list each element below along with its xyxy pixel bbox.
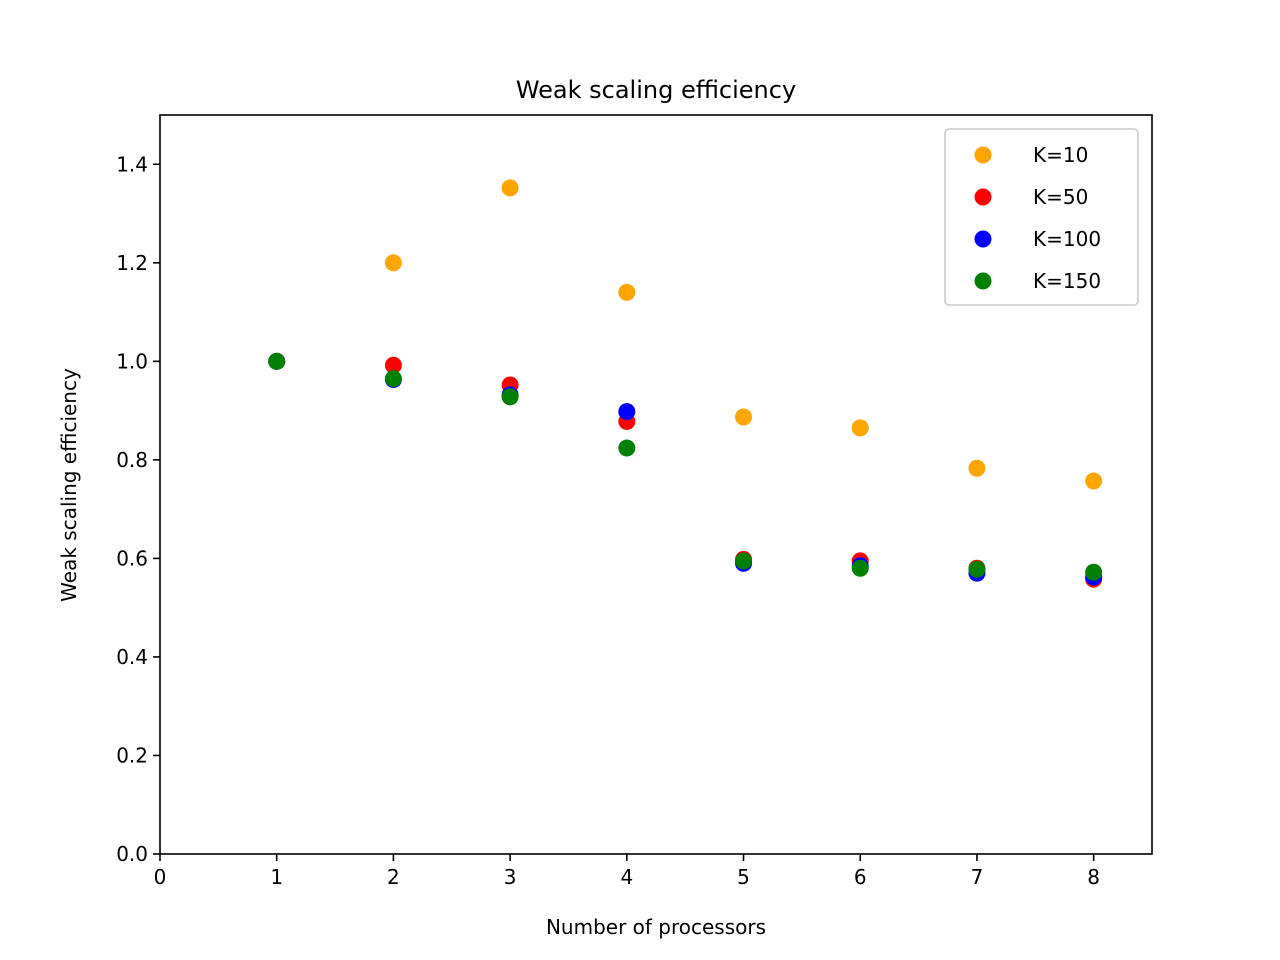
data-point-k150 bbox=[1085, 563, 1103, 581]
data-point-k10 bbox=[851, 419, 869, 437]
legend: K=10 K=50 K=100 K=150 bbox=[944, 128, 1139, 306]
y-tick-label: 0.4 bbox=[116, 645, 148, 669]
y-tick-label: 0.6 bbox=[116, 546, 148, 570]
data-point-k150 bbox=[268, 352, 286, 370]
legend-marker bbox=[974, 272, 992, 290]
x-tick-label: 1 bbox=[270, 865, 283, 889]
x-tick-label: 5 bbox=[737, 865, 750, 889]
x-tick-label: 4 bbox=[620, 865, 633, 889]
data-point-k50 bbox=[384, 356, 402, 374]
plot-frame bbox=[159, 114, 1153, 855]
x-tick-label: 0 bbox=[154, 865, 167, 889]
y-tick-label: 0.8 bbox=[116, 448, 148, 472]
legend-marker bbox=[974, 146, 992, 164]
data-point-k150 bbox=[618, 439, 636, 457]
data-point-k150 bbox=[384, 370, 402, 388]
x-tick-label: 8 bbox=[1087, 865, 1100, 889]
data-point-k10 bbox=[968, 459, 986, 477]
data-point-k10 bbox=[618, 283, 636, 301]
data-point-k150 bbox=[735, 552, 753, 570]
x-axis-ticks: 0 1 2 3 4 5 6 7 8 bbox=[154, 854, 1100, 889]
x-axis-label: Number of processors bbox=[546, 915, 766, 939]
x-tick-label: 3 bbox=[504, 865, 517, 889]
data-point-k10 bbox=[735, 408, 753, 426]
y-axis-label: Weak scaling efficiency bbox=[57, 368, 81, 602]
x-tick-label: 6 bbox=[854, 865, 867, 889]
data-point-k10 bbox=[501, 179, 519, 197]
x-tick-label: 7 bbox=[971, 865, 984, 889]
legend-marker bbox=[974, 188, 992, 206]
x-tick-label: 2 bbox=[387, 865, 400, 889]
data-point-k150 bbox=[968, 560, 986, 578]
data-points bbox=[268, 179, 1103, 588]
legend-marker bbox=[974, 230, 992, 248]
data-point-k150 bbox=[501, 388, 519, 406]
data-point-k10 bbox=[1085, 472, 1103, 490]
data-point-k150 bbox=[851, 559, 869, 577]
y-axis-ticks: 0.0 0.2 0.4 0.6 0.8 1.0 1.2 1.4 bbox=[116, 152, 160, 866]
data-point-k10 bbox=[384, 254, 402, 272]
legend-label: K=100 bbox=[1033, 227, 1101, 251]
chart-title: Weak scaling efficiency bbox=[516, 76, 796, 104]
y-tick-label: 0.0 bbox=[116, 842, 148, 866]
legend-box bbox=[944, 128, 1139, 306]
data-point-k100 bbox=[618, 403, 636, 421]
y-tick-label: 0.2 bbox=[116, 743, 148, 767]
y-tick-label: 1.2 bbox=[116, 251, 148, 275]
legend-label: K=50 bbox=[1033, 185, 1088, 209]
legend-label: K=10 bbox=[1033, 143, 1088, 167]
legend-label: K=150 bbox=[1033, 269, 1101, 293]
y-tick-label: 1.4 bbox=[116, 152, 148, 176]
y-tick-label: 1.0 bbox=[116, 349, 148, 373]
